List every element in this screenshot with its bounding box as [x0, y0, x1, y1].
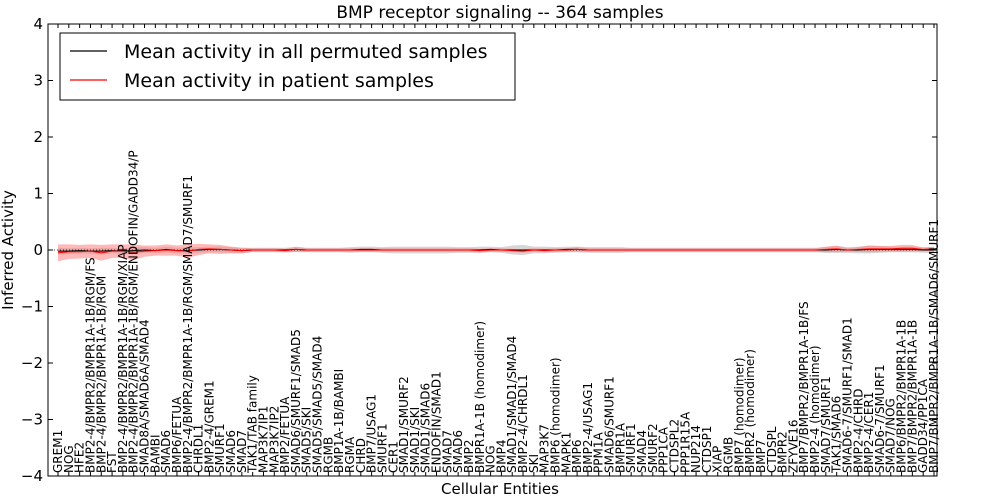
y-tick-label: 3: [33, 72, 43, 90]
y-tick-label: 2: [33, 128, 43, 146]
x-tick-label: BMP7/BMPR2/BMPR1A-1B/SMAD6/SMURF1: [927, 219, 941, 473]
y-tick-label: 4: [33, 15, 43, 33]
legend: Mean activity in all permuted samples Me…: [60, 33, 515, 100]
y-tick-label: −3: [21, 411, 43, 429]
y-tick-label: −4: [21, 467, 43, 485]
y-axis-label: Inferred Activity: [0, 190, 17, 310]
x-tick-label: BMP2-4/BMPR2/BMPR1A-1B/RGM: [94, 276, 108, 473]
x-axis-label: Cellular Entities: [441, 480, 559, 498]
legend-label-patient: Mean activity in patient samples: [124, 70, 434, 92]
y-tick-label: −1: [21, 298, 43, 316]
legend-label-permuted: Mean activity in all permuted samples: [124, 41, 487, 63]
y-tick-label: 1: [33, 185, 43, 203]
chart-title: BMP receptor signaling -- 364 samples: [336, 3, 663, 23]
y-tick-label: −2: [21, 354, 43, 372]
y-tick-label: 0: [33, 241, 43, 259]
